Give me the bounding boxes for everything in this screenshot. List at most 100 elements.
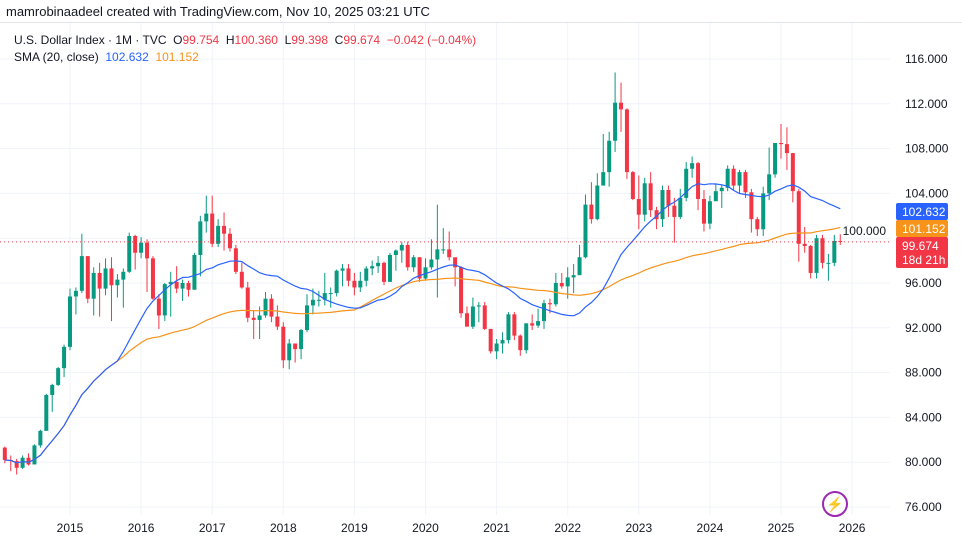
candle-body	[382, 262, 387, 282]
candle-body	[482, 305, 487, 329]
candle-body	[595, 185, 600, 220]
candle-body	[352, 280, 357, 288]
candle-body	[198, 221, 203, 255]
candle-body	[293, 343, 298, 350]
candle-body	[127, 235, 132, 272]
candle-body	[417, 257, 422, 279]
candle-body	[613, 102, 618, 141]
y-axis: 116.000 112.000 108.000 104.000 100.000 96.00…	[843, 52, 949, 514]
candle-body	[222, 225, 227, 234]
x-tick-label: 2026	[839, 521, 866, 535]
candle-body	[743, 172, 748, 193]
candle-body	[542, 303, 546, 322]
candle-body	[808, 246, 813, 273]
x-axis: 2015 2016 2017 2018 2019 2020 2021 2022 2023 2024…	[57, 521, 866, 535]
candle-body	[26, 457, 31, 465]
candle-body	[648, 183, 653, 211]
candle-body	[559, 283, 564, 287]
candle-body	[737, 172, 742, 186]
candle-body	[387, 255, 392, 282]
candle-body	[346, 268, 351, 281]
candle-body	[755, 219, 760, 230]
candle-body	[299, 330, 304, 350]
candle-body	[725, 168, 730, 188]
candle-body	[630, 172, 635, 199]
candle-body	[192, 255, 197, 290]
candle-body	[666, 190, 671, 206]
candle-body	[79, 256, 84, 291]
sma-label[interactable]: SMA (20, close)	[14, 50, 99, 64]
candle-body	[2, 447, 7, 460]
lightning-icon[interactable]: ⚡	[822, 491, 848, 517]
candle-body	[62, 346, 67, 369]
candle-body	[790, 153, 795, 192]
candle-body	[44, 395, 49, 431]
candle-body	[216, 225, 221, 244]
candle-body	[577, 257, 582, 276]
candle-body	[565, 277, 570, 287]
candle-body	[731, 168, 736, 186]
candle-body	[109, 268, 114, 286]
candles	[2, 72, 843, 475]
candle-body	[305, 305, 309, 331]
candle-body	[370, 266, 375, 269]
candle-body	[773, 143, 778, 175]
sma-legend-row: SMA (20, close) 102.632 101.152	[14, 49, 476, 66]
y-tick-label: 92.000	[905, 321, 942, 335]
candle-body	[68, 296, 72, 347]
x-tick-label: 2023	[625, 521, 652, 535]
chart-legend: U.S. Dollar Index · 1M · TVC O99.754 H10…	[14, 32, 476, 66]
y-tick-label: 76.000	[905, 500, 942, 514]
y-tick-label: 112.000	[905, 97, 948, 111]
sma-orange-price-tag: 101.152	[896, 220, 948, 237]
symbol-name[interactable]: U.S. Dollar Index · 1M · TVC	[14, 33, 167, 47]
candle-body	[796, 191, 801, 244]
candle-body	[654, 210, 659, 220]
candle-body	[672, 205, 677, 217]
candle-body	[820, 238, 825, 263]
candle-body	[20, 457, 25, 468]
close-label: C	[334, 33, 344, 47]
candle-body	[204, 213, 209, 222]
candle-body	[524, 323, 529, 351]
x-tick-label: 2018	[270, 521, 297, 535]
candle-body	[784, 144, 789, 154]
sma-orange-price-tag-text: 101.152	[902, 222, 946, 236]
candle-body	[399, 244, 404, 251]
candle-body	[453, 257, 458, 268]
candle-body	[719, 187, 724, 192]
candle-body	[506, 314, 511, 341]
sma-blue-price-tag-bg	[896, 203, 948, 220]
candle-body	[275, 316, 280, 327]
y-tick-label: 96.000	[905, 276, 942, 290]
candle-body	[133, 235, 138, 253]
candle-body	[642, 183, 647, 215]
y-tick-label: 88.000	[905, 366, 942, 380]
candle-body	[38, 430, 43, 446]
candle-body	[553, 283, 558, 305]
last-price-tag-text: 18d 21h	[902, 253, 945, 267]
candle-body	[150, 258, 155, 299]
high-label: H	[225, 33, 235, 47]
y-tick-label: 116.000	[905, 52, 948, 66]
candle-body	[476, 305, 481, 307]
candle-body	[334, 270, 339, 294]
chart-frame	[0, 22, 962, 549]
candle-body	[429, 259, 434, 268]
x-tick-label: 2015	[57, 521, 84, 535]
sma-orange-price-tag-bg	[896, 220, 948, 237]
candle-body	[56, 368, 61, 385]
x-tick-label: 2021	[483, 521, 510, 535]
sma-value-orange: 101.152	[155, 50, 199, 64]
candle-body	[607, 140, 612, 173]
attribution: mamrobinaadeel created with TradingView.…	[6, 4, 430, 19]
candle-body	[761, 193, 766, 230]
sma-blue-price-tag: 102.632	[896, 203, 948, 220]
candle-body	[660, 190, 665, 220]
open-value: 99.754	[182, 33, 220, 47]
candle-body	[713, 191, 718, 202]
candle-body	[97, 272, 102, 289]
candle-body	[263, 298, 268, 316]
